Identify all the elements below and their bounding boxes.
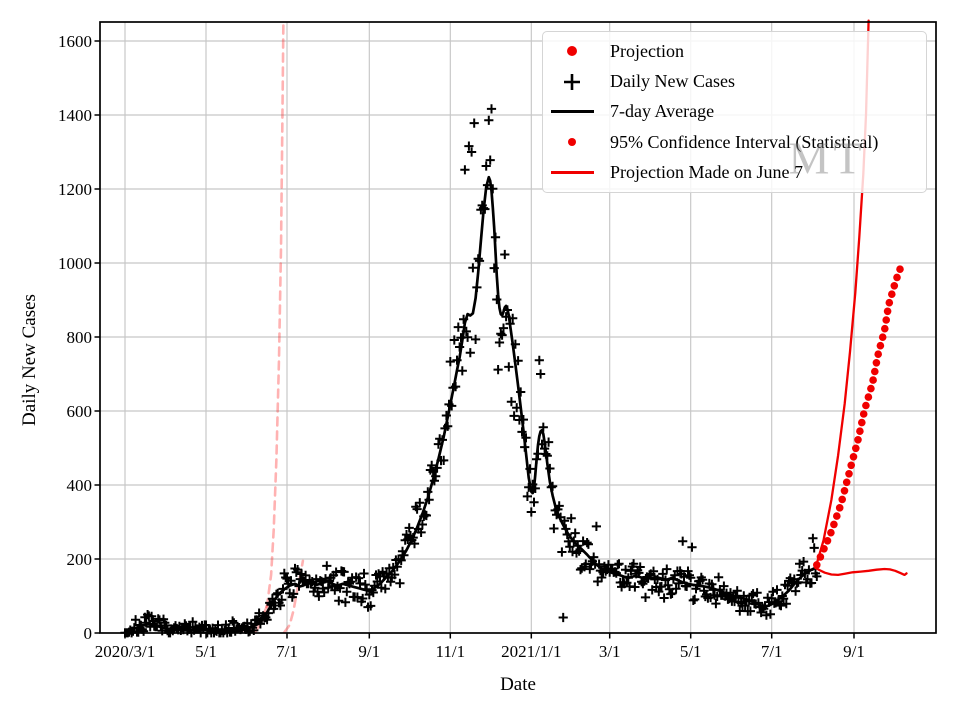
projection-dot <box>823 537 832 545</box>
projection-dot <box>878 333 887 342</box>
projection-dot <box>883 307 892 316</box>
y-tick-label: 600 <box>67 402 93 421</box>
y-tick-label: 1000 <box>58 254 92 273</box>
x-tick-label: 5/1 <box>195 642 217 661</box>
x-tick-label: 7/1 <box>276 642 298 661</box>
projection-dot <box>833 512 841 520</box>
projection-dot <box>858 418 866 427</box>
x-tick-label: 2021/1/1 <box>501 642 561 661</box>
legend-item-projection-made-on-june-7: Projection Made on June 7 <box>543 158 926 188</box>
projection-dot <box>874 350 882 359</box>
projection-dot <box>830 520 838 529</box>
legend-item-projection: Projection <box>543 36 926 66</box>
projection-dot <box>838 495 846 504</box>
projection-dot <box>876 341 885 350</box>
y-tick-label: 200 <box>67 550 93 569</box>
projection-dot <box>840 487 849 495</box>
x-tick-label: 9/1 <box>358 642 380 661</box>
projection-dot <box>869 376 877 384</box>
x-tick-label: 7/1 <box>761 642 783 661</box>
projection-dot <box>885 298 894 307</box>
legend-item-daily-new-cases: Daily New Cases <box>543 66 926 96</box>
y-tick-label: 0 <box>84 624 93 643</box>
x-tick-label: 3/1 <box>599 642 621 661</box>
dot-marker-icon <box>543 138 601 147</box>
legend-label: Projection <box>610 40 684 61</box>
projection-dot <box>882 316 890 324</box>
x-tick-label: 2020/3/1 <box>95 642 155 661</box>
projection-dot <box>896 265 904 274</box>
projection-dot <box>842 478 851 487</box>
projection-dot <box>835 504 844 512</box>
projection-dot <box>888 290 896 299</box>
projection-ci-lower-line <box>814 566 908 577</box>
projection-dot <box>867 384 875 393</box>
projection-dot <box>852 444 860 453</box>
legend-label: Projection Made on June 7 <box>610 162 803 183</box>
legend-label: Daily New Cases <box>610 71 735 92</box>
june7-ci-upper-line <box>253 19 285 634</box>
legend-item-95-confidence-interval-statistical: 95% Confidence Interval (Statistical) <box>543 127 926 157</box>
projection-dot <box>813 561 821 569</box>
projection-dot <box>820 545 828 553</box>
projection-dot <box>859 410 868 418</box>
projection-dot <box>862 401 870 410</box>
dot-marker-icon <box>543 46 601 57</box>
x-tick-label: 5/1 <box>680 642 702 661</box>
dot-icon <box>567 46 577 57</box>
projection-dot <box>864 393 873 401</box>
y-tick-label: 1200 <box>58 180 92 199</box>
projection-dot <box>856 427 864 436</box>
projection-dot <box>890 282 899 290</box>
line-icon <box>550 171 594 175</box>
dot-icon <box>568 138 576 147</box>
line-marker-icon <box>543 171 601 175</box>
gridlines <box>100 22 936 633</box>
projection-dot <box>845 470 853 478</box>
y-axis-title: Daily New Cases <box>19 294 40 426</box>
line-marker-icon <box>543 110 601 114</box>
x-axis-title: Date <box>500 674 536 695</box>
projection-dot <box>847 461 855 470</box>
plus-marker-icon <box>543 71 601 93</box>
legend-label: 7-day Average <box>610 101 715 122</box>
projection-dot <box>881 324 889 333</box>
y-tick-label: 400 <box>67 476 93 495</box>
legend-label: 95% Confidence Interval (Statistical) <box>610 131 879 152</box>
projection-dot <box>849 453 858 461</box>
legend: Projection Daily New Cases 7-day Average 95… <box>542 31 927 193</box>
projection-dot <box>816 553 825 561</box>
axes-frame <box>99 21 937 634</box>
projection-dot <box>871 367 879 376</box>
y-tick-label: 1600 <box>58 32 92 51</box>
projection-dot <box>854 436 862 444</box>
projection-dot <box>893 273 901 282</box>
x-tick-label: 9/1 <box>843 642 865 661</box>
tick-marks <box>94 40 855 639</box>
line-icon <box>550 110 594 114</box>
projection-dots <box>813 265 904 569</box>
legend-item-7-day-average: 7-day Average <box>543 97 926 127</box>
projection-dot <box>827 528 835 537</box>
projection-dot <box>872 359 881 367</box>
watermark: MT <box>788 132 866 184</box>
y-tick-label: 1400 <box>58 106 92 125</box>
y-tick-label: 800 <box>67 328 93 347</box>
plus-icon <box>564 73 580 90</box>
x-tick-label: 11/1 <box>436 642 466 661</box>
seven-day-average-line <box>123 175 817 634</box>
